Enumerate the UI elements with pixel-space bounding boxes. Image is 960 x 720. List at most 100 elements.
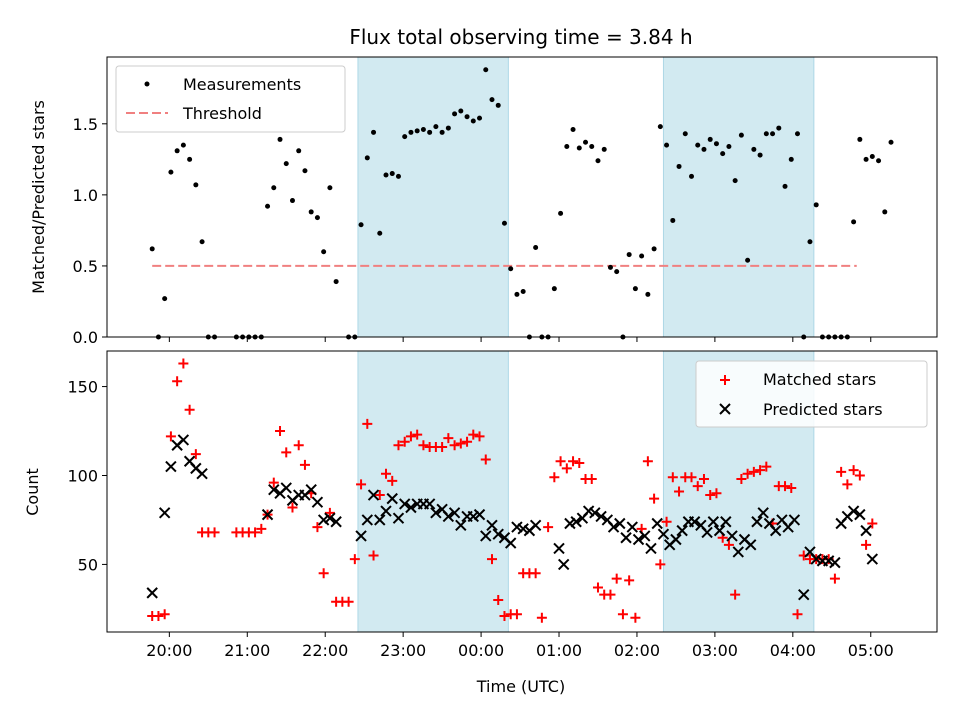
measurement-point <box>757 152 763 158</box>
predicted-star-point <box>645 542 657 555</box>
measurement-point <box>162 296 168 302</box>
x-tick-label: 22:00 <box>302 641 348 660</box>
x-tick-label: 20:00 <box>146 641 192 660</box>
matched-star-point <box>780 481 791 492</box>
measurement-point <box>657 124 663 130</box>
measurement-point <box>308 209 314 215</box>
predicted-star-point <box>769 524 782 537</box>
matched-star-point <box>499 610 510 621</box>
measurement-point <box>470 118 476 124</box>
matched-star-point <box>172 376 183 387</box>
matched-star-point <box>368 550 379 561</box>
matched-star-point <box>349 554 360 565</box>
predicted-star-point <box>430 507 442 519</box>
measurement-point <box>439 129 445 135</box>
measurement-point <box>682 131 688 137</box>
y-tick-label: 1.5 <box>73 115 98 134</box>
predicted-star-point <box>639 530 651 542</box>
predicted-star-point <box>632 533 645 546</box>
measurement-point <box>632 286 638 292</box>
legend-marker-matched <box>720 375 730 385</box>
predicted-star-point <box>726 530 738 542</box>
matched-star-point <box>312 522 323 533</box>
predicted-star-point <box>367 489 380 501</box>
x-axis-label: Time (UTC) <box>476 677 565 696</box>
measurement-point <box>863 156 869 162</box>
x-tick-label: 02:00 <box>614 641 660 660</box>
matched-star-point <box>399 436 410 447</box>
measurement-point <box>726 144 732 150</box>
legend-label-measurements: Measurements <box>183 75 301 94</box>
predicted-star-point <box>854 508 866 521</box>
legend: Matched stars Predicted stars <box>695 360 928 428</box>
matched-star-point <box>318 568 329 579</box>
measurement-point <box>464 114 470 120</box>
x-tick-label: 01:00 <box>536 641 582 660</box>
predicted-star-point <box>688 516 701 528</box>
measurement-point <box>358 222 364 228</box>
measurement-point <box>364 155 370 161</box>
measurement-point <box>713 141 719 147</box>
predicted-star-point <box>745 539 757 551</box>
predicted-star-point <box>701 526 713 539</box>
axes-frame <box>106 350 938 633</box>
measurement-point <box>383 172 389 178</box>
predicted-star-point <box>146 587 158 599</box>
matched-star-point <box>178 358 189 369</box>
matched-star-point <box>468 429 479 440</box>
matched-star-point <box>586 474 597 485</box>
matched-star-point <box>437 442 448 453</box>
predicted-star-point <box>380 505 392 517</box>
top-panel: 0.0 0.5 1.0 1.5 Measurements Threshold <box>73 56 938 347</box>
matched-star-point <box>184 404 195 415</box>
predicted-star-point <box>455 519 467 531</box>
matched-star-point <box>755 465 766 476</box>
measurement-point <box>645 291 651 297</box>
matched-star-point <box>642 456 653 467</box>
predicted-star-point <box>557 558 570 571</box>
y-tick-label: 50 <box>78 555 98 574</box>
predicted-star-point <box>305 484 317 496</box>
measurement-point <box>414 128 420 134</box>
measurement-point <box>689 173 695 179</box>
matched-star-point <box>343 596 354 607</box>
predicted-star-point <box>589 507 601 519</box>
matched-star-point <box>692 481 703 492</box>
predicted-star-point <box>829 556 841 569</box>
matched-star-point <box>561 463 572 474</box>
legend-marker-predicted <box>719 403 731 415</box>
matched-star-point <box>667 472 678 483</box>
predicted-star-point <box>720 516 732 528</box>
legend-box <box>695 360 928 428</box>
measurement-point <box>187 156 193 162</box>
measurement-point <box>564 144 570 150</box>
matched-star-point <box>867 518 878 529</box>
matched-star-point <box>455 438 466 449</box>
matched-star-point <box>250 527 261 538</box>
x-tick-label: 04:00 <box>770 641 816 660</box>
matched-star-point <box>786 482 797 493</box>
shaded-interval <box>357 350 509 633</box>
measurement-point <box>651 246 657 252</box>
measurement-point <box>180 142 186 148</box>
measurement-point <box>314 215 320 221</box>
predicted-star-point <box>757 507 769 519</box>
measurement-point <box>427 129 433 135</box>
measurement-point <box>433 124 439 130</box>
matched-star-point <box>356 479 367 490</box>
predicted-star-point <box>386 492 398 505</box>
x-tick-label: 00:00 <box>458 641 504 660</box>
measurement-point <box>670 217 676 223</box>
measurement-point <box>869 153 875 159</box>
matched-star-point <box>474 431 485 442</box>
predicted-star-point <box>614 517 626 530</box>
measurement-point <box>639 253 645 259</box>
predicted-star-point <box>866 553 879 565</box>
measurement-point <box>576 145 582 151</box>
predicted-star-point <box>177 434 190 446</box>
matched-star-point <box>536 612 547 623</box>
predicted-star-point <box>788 514 801 526</box>
matched-star-point <box>686 472 697 483</box>
measurement-point <box>371 129 377 135</box>
predicted-star-point <box>607 521 620 533</box>
